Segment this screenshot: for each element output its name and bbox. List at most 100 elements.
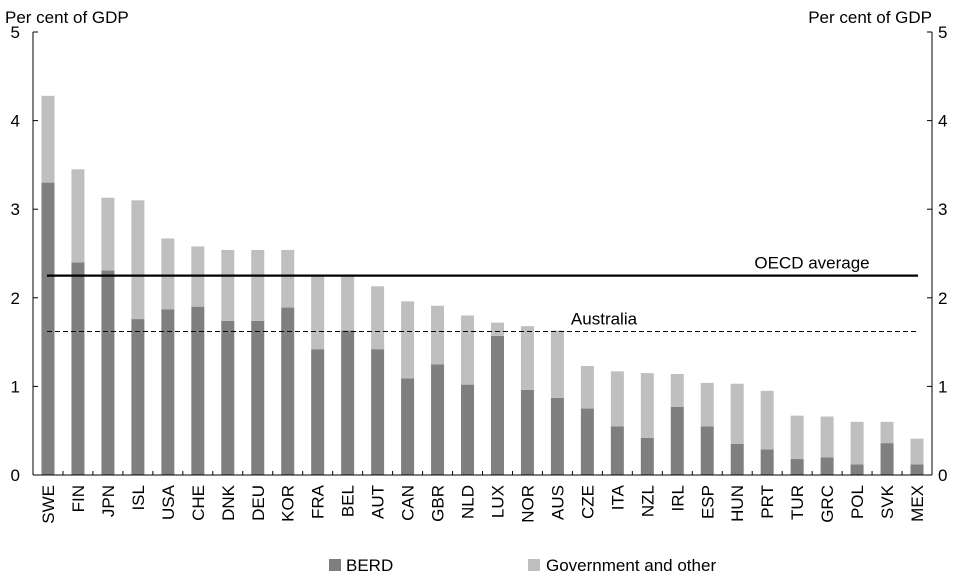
x-tick-label: CZE [578,485,597,519]
bar-segment-berd-swe [41,182,55,475]
legend-label: BERD [346,556,393,575]
y-unit-label-left: Per cent of GDP [5,8,129,27]
x-tick-label: JPN [99,485,118,517]
bar-segment-berd-grc [820,457,834,475]
x-tick-label: ISL [129,485,148,511]
x-tick-label: AUS [548,485,567,520]
reference-line-label: Australia [571,309,638,328]
y-tick-label-right: 4 [938,112,947,131]
bar-segment-berd-isl [131,319,145,475]
bar-segment-berd-cze [580,408,594,475]
x-tick-label: BEL [339,485,358,517]
x-tick-label: NOR [518,485,537,523]
bar-segment-berd-esp [700,426,714,475]
legend: BERD Government and other [329,556,716,575]
legend-label: Government and other [546,556,716,575]
bar-segment-government-and-other-pol [850,421,864,465]
bar-segment-government-and-other-grc [820,416,834,458]
y-unit-label-right: Per cent of GDP [808,8,932,27]
bar-segment-government-and-other-deu [251,249,265,321]
bar-segment-berd-mex [910,464,924,475]
bar-segment-government-and-other-aus [550,330,564,398]
bar-segment-government-and-other-lux [490,322,504,336]
y-tick-label-left: 4 [11,112,20,131]
bar-segment-government-and-other-tur [790,415,804,460]
bar-segment-government-and-other-dnk [221,249,235,321]
bar-segment-berd-usa [161,309,175,475]
bar-segment-government-and-other-usa [161,238,175,310]
x-tick-label: TUR [788,485,807,520]
bar-segment-berd-pol [850,464,864,475]
bar-segment-berd-fra [311,349,325,475]
x-tick-label: LUX [488,485,507,518]
bar-segment-berd-deu [251,320,265,475]
bar-segment-government-and-other-nzl [640,373,654,438]
x-tick-label: ITA [608,484,627,510]
bar-segment-government-and-other-irl [670,374,684,407]
bar-segment-berd-fin [71,262,85,475]
bar-segment-government-and-other-swe [41,95,55,183]
x-tick-label: DEU [249,485,268,521]
bar-segment-government-and-other-aut [371,286,385,350]
y-tick-label-right: 2 [938,289,947,308]
y-tick-label-left: 1 [11,377,20,396]
bar-segment-berd-jpn [101,270,115,475]
x-tick-label: GRC [818,485,837,523]
y-tick-label-left: 5 [11,23,20,42]
bar-segment-berd-bel [341,330,355,475]
reference-line-label: OECD average [754,254,869,273]
x-tick-label: PRT [758,485,777,519]
bar-segment-government-and-other-esp [700,382,714,427]
x-tick-label: KOR [279,485,298,522]
bar-segment-berd-nld [461,384,475,475]
x-tick-label: HUN [728,485,747,522]
bar-segment-government-and-other-mex [910,438,924,465]
bar-segment-berd-che [191,306,205,475]
x-tick-label: FIN [69,485,88,512]
x-tick-label: MEX [908,485,927,522]
x-tick-label: POL [848,485,867,519]
bar-segment-government-and-other-fin [71,169,85,263]
bar-segment-government-and-other-can [401,301,415,379]
bar-segment-government-and-other-prt [760,390,774,450]
bar-segment-government-and-other-nld [461,315,475,385]
bar-segment-berd-hun [730,443,744,475]
bar-segment-government-and-other-fra [311,276,325,350]
legend-swatch-government-and-other [528,559,540,571]
plot-area: SWE FIN JPN ISL USA CHE DNK DEU KOR FRA BEL AUT CAN G… [11,23,948,524]
x-tick-label: CHE [189,485,208,521]
x-tick-label: ESP [698,485,717,519]
x-tick-label: AUT [369,485,388,519]
bar-segment-government-and-other-jpn [101,197,115,271]
bar-segment-berd-nor [520,389,534,475]
y-tick-label-right: 5 [938,23,947,42]
y-tick-label-left: 2 [11,289,20,308]
bar-segment-government-and-other-kor [281,249,295,308]
bar-segment-government-and-other-hun [730,383,744,444]
x-tick-label: SWE [39,485,58,524]
y-tick-label-left: 3 [11,200,20,219]
x-tick-label: GBR [429,485,448,522]
bar-segment-government-and-other-svk [880,421,894,444]
y-tick-label-right: 3 [938,200,947,219]
bar-segment-berd-nzl [640,437,654,475]
x-tick-label: IRL [668,485,687,511]
bar-segment-government-and-other-cze [580,366,594,409]
bar-segment-government-and-other-isl [131,200,145,320]
y-tick-label-right: 0 [938,466,947,485]
bar-segment-berd-ita [610,426,624,475]
bar-segment-berd-aus [550,397,564,475]
bar-segment-berd-dnk [221,320,235,475]
x-tick-label: USA [159,484,178,520]
bar-segment-berd-prt [760,449,774,475]
bar-segment-berd-tur [790,459,804,475]
bar-segment-berd-irl [670,406,684,475]
x-tick-label: DNK [219,484,238,521]
bar-segment-berd-aut [371,349,385,475]
y-tick-label-right: 1 [938,377,947,396]
bar-segment-government-and-other-nor [520,326,534,390]
x-tick-label: NLD [459,485,478,519]
bar-segment-berd-kor [281,307,295,475]
